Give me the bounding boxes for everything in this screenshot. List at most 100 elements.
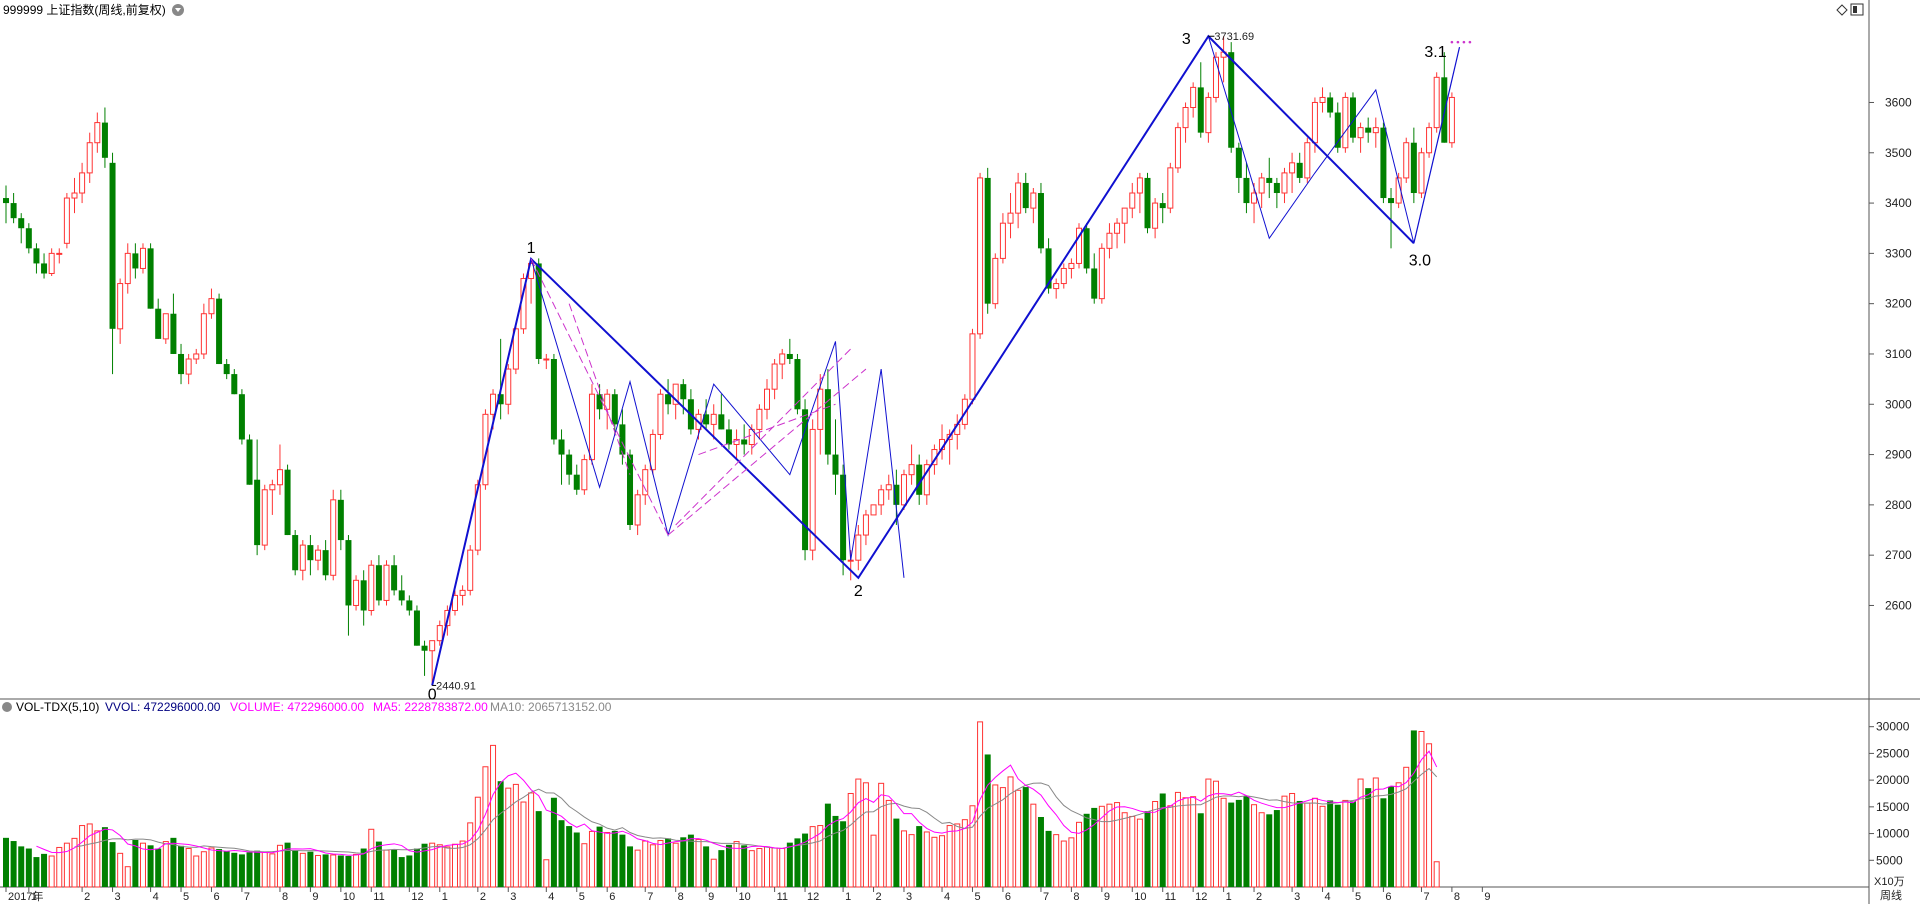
volume-bar-down — [421, 843, 428, 887]
volume-bar-down — [619, 834, 626, 887]
volume-bar-up — [1212, 780, 1219, 888]
time-tick-label: 1 — [442, 891, 448, 903]
volume-bar-down — [238, 854, 245, 887]
volume-bar-down — [41, 853, 48, 887]
ma10-line — [74, 767, 1438, 854]
candle-body-up — [969, 333, 976, 400]
price-tick-label: 3600 — [1885, 95, 1912, 109]
volume-bar-up — [1136, 818, 1143, 888]
volume-bar-up — [1053, 834, 1060, 888]
candle-body-up — [1319, 96, 1326, 103]
candle-body-down — [627, 454, 634, 525]
volume-bar-up — [1098, 805, 1105, 888]
wave-label: 3.1 — [1424, 44, 1446, 61]
volume-bar-down — [1197, 813, 1204, 887]
candle-body-down — [284, 469, 291, 536]
volume-unit-label: X10万 — [1874, 876, 1905, 888]
candle-body-up — [855, 534, 862, 561]
volume-bar-down — [132, 839, 139, 887]
time-tick-label: 6 — [1005, 891, 1011, 903]
volume-bar-up — [764, 846, 770, 888]
volume-bar-down — [786, 842, 793, 887]
volume-bar-up — [474, 796, 481, 888]
volume-bar-up — [185, 848, 192, 888]
window-toggle-icon[interactable] — [1850, 3, 1864, 16]
volume-bar-down — [223, 851, 230, 887]
volume-bar-up — [961, 819, 968, 888]
candle-body-down — [41, 263, 48, 274]
candle-body-down — [680, 384, 687, 400]
volume-bar-down — [322, 854, 329, 887]
wave-label: 3.0 — [1409, 252, 1431, 269]
volume-bar-down — [1037, 816, 1044, 887]
volume-bar-up — [353, 853, 360, 888]
candle-body-up — [1418, 152, 1425, 194]
candle-body-down — [802, 409, 809, 551]
volume-bar-up — [1403, 766, 1410, 888]
volume-bar-down — [18, 846, 25, 887]
price-tick-label: 3100 — [1885, 347, 1912, 361]
candle-body-up — [870, 504, 877, 516]
candle-body-down — [147, 248, 154, 309]
time-tick-label: 12 — [807, 891, 819, 903]
collapse-circle-icon[interactable] — [172, 4, 184, 16]
candle-body-down — [1388, 198, 1395, 204]
candle-body-down — [566, 454, 573, 475]
collapse-circle-icon[interactable] — [2, 702, 12, 712]
volume-bar-down — [1327, 800, 1334, 887]
volume-bar-down — [984, 754, 991, 887]
volume-bar-up — [581, 843, 588, 888]
wave-annotations: 0 1 2 3 3.0 3.1 2440.91 3731.69 — [428, 31, 1472, 703]
volume-bar-up — [1068, 837, 1075, 888]
volume-bar-up — [870, 834, 877, 888]
volume-bar-up — [208, 847, 215, 888]
candle-body-up — [330, 499, 337, 576]
volume-bar-up — [946, 825, 953, 888]
volume-tick-label: 5000 — [1876, 853, 1903, 867]
candle-body-up — [1129, 192, 1136, 209]
candle-body-down — [178, 353, 185, 375]
candle-body-down — [1365, 127, 1372, 133]
volume-bar-down — [497, 781, 504, 887]
diamond-icon[interactable] — [1836, 4, 1848, 16]
candle-body-up — [185, 358, 192, 375]
candle-body-down — [725, 429, 732, 445]
price-tick-label: 3000 — [1885, 397, 1912, 411]
volume-series — [3, 721, 1440, 888]
candle-body-down — [619, 424, 626, 455]
candle-body-up — [1015, 182, 1022, 214]
volume-bar-down — [550, 797, 557, 887]
candle-body-up — [451, 594, 458, 611]
candle-body-up — [1182, 107, 1189, 129]
candle-body-up — [261, 489, 268, 546]
candle-body-down — [398, 590, 405, 601]
candle-body-up — [1098, 247, 1105, 300]
volume-bar-up — [520, 801, 527, 888]
sub-wave-line-2 — [1207, 36, 1415, 244]
primary-wave-line — [431, 34, 1415, 686]
candle-body-up — [1121, 207, 1128, 224]
candle-body-down — [25, 228, 32, 249]
chart-title: 999999 上证指数(周线,前复权) — [3, 2, 166, 17]
volume-bar-up — [1015, 789, 1022, 888]
volume-bar-down — [1045, 830, 1052, 887]
candle-body-down — [155, 308, 162, 339]
time-tick-label: 4 — [1325, 891, 1331, 903]
volume-bar-down — [1159, 793, 1166, 887]
candle-body-up — [1152, 202, 1159, 229]
volume-bar-up — [588, 830, 595, 888]
candle-body-up — [1076, 227, 1083, 264]
candle-body-up — [809, 428, 816, 551]
candle-body-up — [79, 172, 86, 194]
time-tick-label: 7 — [1043, 891, 1049, 903]
volume-header: VOL-TDX(5,10) VVOL: 472296000.00 VOLUME:… — [2, 700, 612, 714]
candle-body-up — [193, 353, 200, 360]
candle-body-up — [1403, 142, 1410, 179]
candle-body-up — [56, 252, 63, 255]
volume-bar-down — [718, 850, 725, 887]
time-tick-label: 4 — [153, 891, 159, 903]
time-tick-label: 5 — [183, 891, 189, 903]
candle-body-up — [1311, 101, 1318, 144]
